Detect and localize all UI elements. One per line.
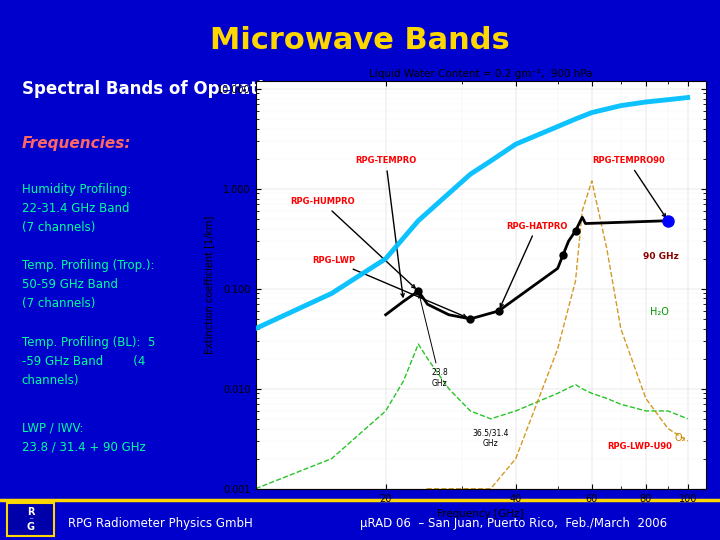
Text: ─: ─ — [30, 517, 32, 522]
Text: R: R — [27, 508, 35, 517]
Text: RPG-HATPRO: RPG-HATPRO — [500, 221, 567, 307]
Text: μRAD 06  – San Juan, Puerto Rico,  Feb./March  2006: μRAD 06 – San Juan, Puerto Rico, Feb./Ma… — [360, 517, 667, 530]
Text: LWP / IWV:
23.8 / 31.4 + 90 GHz: LWP / IWV: 23.8 / 31.4 + 90 GHz — [22, 422, 145, 454]
Y-axis label: Extinction coefficient [1/km]: Extinction coefficient [1/km] — [204, 215, 215, 354]
Text: Temp. Profiling (BL):  5
-59 GHz Band        (4
channels): Temp. Profiling (BL): 5 -59 GHz Band (4 … — [22, 336, 155, 387]
X-axis label: Frequency [GHz]: Frequency [GHz] — [437, 509, 524, 519]
Text: RPG-HUMPRO: RPG-HUMPRO — [290, 197, 415, 288]
Text: RPG-LWP: RPG-LWP — [312, 256, 467, 318]
Text: Temp. Profiling (Trop.):
50-59 GHz Band
(7 channels): Temp. Profiling (Trop.): 50-59 GHz Band … — [22, 259, 154, 310]
Text: Microwave Bands: Microwave Bands — [210, 26, 510, 55]
Text: RPG-LWP-U90: RPG-LWP-U90 — [607, 442, 672, 451]
Text: Spectral Bands of Operation:: Spectral Bands of Operation: — [22, 80, 293, 98]
Text: RPG Radiometer Physics GmbH: RPG Radiometer Physics GmbH — [68, 517, 253, 530]
Text: O₂: O₂ — [674, 433, 685, 443]
Text: 90 GHz: 90 GHz — [644, 252, 679, 261]
FancyBboxPatch shape — [7, 503, 54, 536]
Text: G: G — [27, 522, 35, 532]
Text: Frequencies:: Frequencies: — [22, 136, 131, 151]
Text: H₂O: H₂O — [650, 307, 670, 317]
Title: Liquid Water Content = 0.2 gm⁻²,  900 hPa: Liquid Water Content = 0.2 gm⁻², 900 hPa — [369, 69, 593, 79]
Text: RPG-TEMPRO: RPG-TEMPRO — [355, 157, 416, 297]
Text: 36.5/31.4
GHz: 36.5/31.4 GHz — [472, 429, 509, 448]
Text: Humidity Profiling:
22-31.4 GHz Band
(7 channels): Humidity Profiling: 22-31.4 GHz Band (7 … — [22, 183, 131, 234]
Text: 23.8
GHz: 23.8 GHz — [418, 295, 448, 388]
Text: RPG-TEMPRO90: RPG-TEMPRO90 — [592, 157, 665, 217]
